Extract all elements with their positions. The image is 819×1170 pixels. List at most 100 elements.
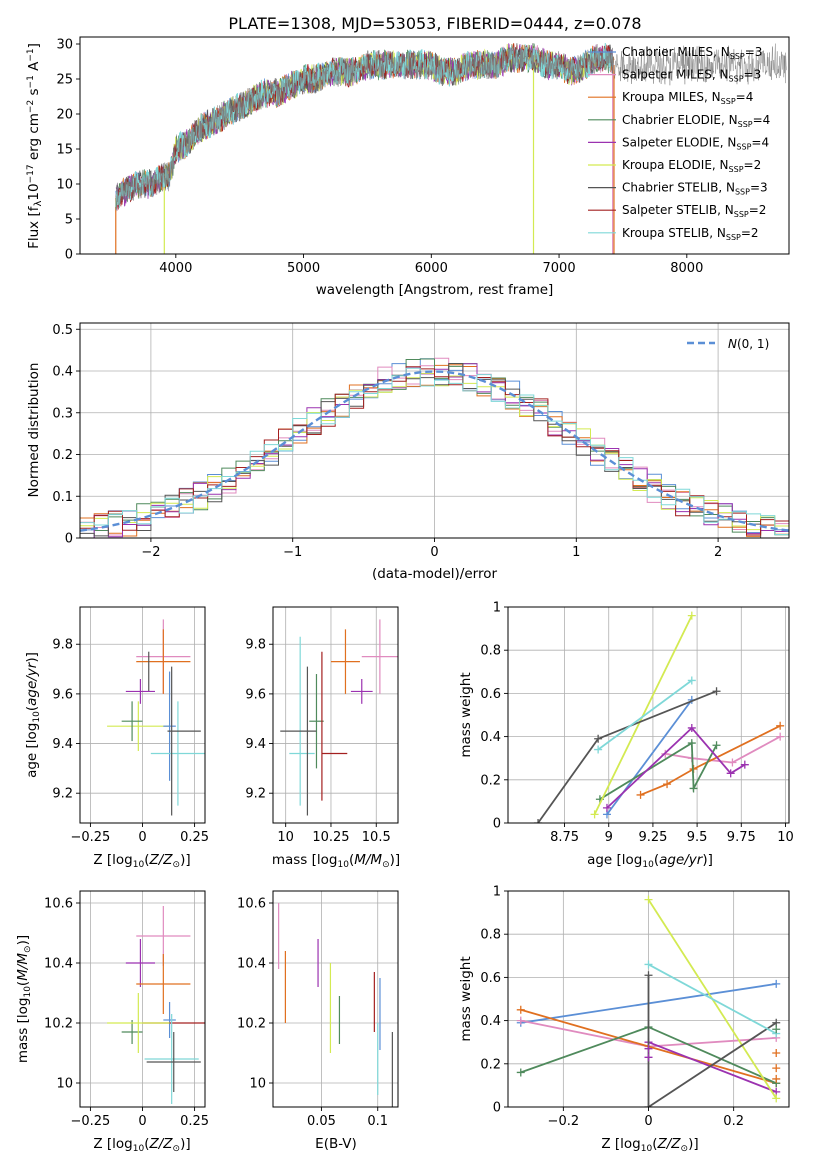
x-axis-label: Z [log10(Z/Z⊙)]	[93, 852, 190, 870]
y-axis-label: Flux [fλ10−17 erg cm−2 s−1 A−1]	[26, 43, 44, 249]
y-axis-label: mass [log10(M/M⊙)]	[15, 935, 33, 1063]
figure-title: PLATE=1308, MJD=53053, FIBERID=0444, z=0…	[228, 14, 641, 33]
x-tick-label: 9.75	[727, 830, 756, 845]
y-tick-label: 0.5	[52, 323, 73, 338]
x-axis-label: wavelength [Angstrom, rest frame]	[316, 282, 554, 298]
x-tick-label: 10	[277, 830, 294, 845]
legend-entry: Chabrier ELODIE, NSSP=4	[622, 113, 770, 129]
y-tick-label: 0	[493, 817, 501, 832]
legend-entry: Salpeter STELIB, NSSP=2	[622, 203, 766, 219]
data-point	[644, 971, 653, 980]
series-chabrier-stelib	[644, 971, 781, 1107]
series-kroupa-stelib	[594, 676, 696, 754]
y-tick-label: 0.4	[52, 365, 73, 380]
y-tick-label: 0	[65, 248, 73, 263]
x-tick-label: 7000	[543, 261, 576, 276]
y-tick-label: 0.8	[480, 928, 501, 943]
y-tick-label: 15	[56, 143, 73, 158]
mass-vs-ebv-panel: 0.05 0.1 10 10.2 10.4 10.6 E(B-V)	[237, 890, 399, 1152]
data-point	[594, 745, 603, 754]
x-tick-label: 0	[644, 1114, 652, 1129]
data-point	[516, 1068, 525, 1077]
series-salpeter-elodie	[602, 723, 749, 812]
y-tick-label: 0.2	[52, 448, 73, 463]
legend-entry: Salpeter ELODIE, NSSP=4	[622, 135, 769, 151]
y-tick-label: 30	[56, 38, 73, 53]
y-axis-label: mass weight	[458, 672, 474, 757]
y-tick-label: 9.8	[52, 638, 73, 653]
data-point	[636, 790, 645, 799]
axes-frame	[79, 36, 790, 255]
x-tick-label: −2	[141, 545, 160, 560]
x-tick-label: −0.25	[70, 1114, 110, 1129]
data-point	[728, 758, 737, 767]
data-point	[687, 723, 696, 732]
x-tick-label: 0.1	[367, 1114, 388, 1129]
errorbar-kroupa-miles	[136, 954, 191, 1014]
data-point	[776, 732, 785, 741]
y-tick-label: 0.4	[480, 1014, 501, 1029]
data-point	[644, 895, 653, 904]
x-tick-label: 6000	[415, 261, 448, 276]
histogram-kroupa-stelib	[80, 367, 789, 538]
y-tick-label: 9.4	[52, 737, 73, 752]
x-axis-label: (data-model)/error	[372, 566, 498, 582]
legend: Chabrier MILES, NSSP=3 Salpeter MILES, NS…	[588, 45, 770, 242]
data-point	[687, 739, 696, 748]
y-tick-label: 10	[56, 178, 73, 193]
legend-entry: Kroupa ELODIE, NSSP=2	[622, 158, 761, 174]
plot-area	[516, 895, 781, 1107]
x-tick-label: 10.5	[362, 830, 391, 845]
legend-entry: Chabrier STELIB, NSSP=3	[622, 181, 768, 197]
plot-area	[107, 619, 205, 816]
data-point	[663, 780, 672, 789]
plot-area	[278, 903, 393, 1107]
y-tick-label: 10.2	[44, 1017, 73, 1032]
y-tick-label: 9.6	[245, 687, 266, 702]
y-axis-label: Normed distribution	[26, 363, 42, 498]
x-axis-label: E(B-V)	[315, 1136, 357, 1152]
y-tick-label: 0.8	[480, 644, 501, 659]
x-tick-label: 0	[430, 545, 438, 560]
x-tick-label: −0.25	[70, 830, 110, 845]
y-tick-label: 9.6	[52, 687, 73, 702]
data-point	[602, 803, 611, 812]
x-axis-label: Z [log10(Z/Z⊙)]	[601, 1136, 698, 1154]
x-tick-label: −1	[283, 545, 302, 560]
y-tick-label: 0.1	[52, 490, 73, 505]
data-point	[772, 1025, 781, 1034]
y-tick-label: 9.2	[52, 787, 73, 802]
x-tick-label: 0	[138, 1114, 146, 1129]
plot-area	[280, 619, 398, 816]
x-tick-label: 1	[572, 545, 580, 560]
data-point	[590, 810, 599, 819]
y-tick-label: 10.4	[44, 957, 73, 972]
y-tick-label: 0.2	[480, 773, 501, 788]
y-tick-label: 0.4	[480, 730, 501, 745]
plot-area	[115, 42, 787, 254]
errorbar-salpeter-elodie	[350, 679, 373, 704]
y-tick-label: 1	[493, 885, 501, 900]
data-point	[772, 979, 781, 988]
age-vs-metallicity-panel: −0.25 0 0.25 9.2 9.4 9.6 9.8 Z [log10(Z/Z⊙)] age…	[24, 606, 209, 870]
y-tick-label: 0.6	[480, 971, 501, 986]
data-point	[687, 611, 696, 620]
data-point	[772, 1064, 781, 1073]
x-tick-label: 8.75	[550, 830, 579, 845]
y-axis-label: mass weight	[458, 956, 474, 1041]
mass-weight-vs-metallicity-panel: −0.2 0 0.2 0 0.2 0.4 0.6 0.8 1 Z [log10(Z/Z⊙)] mas…	[458, 885, 790, 1154]
x-tick-label: 9.25	[638, 830, 667, 845]
y-tick-label: 10	[56, 1077, 73, 1092]
errorbar-chabrier-elodie	[121, 1020, 143, 1044]
y-tick-label: 9.8	[245, 638, 266, 653]
age-vs-mass-panel: 10 10.25 10.5 9.2 9.4 9.6 9.8 mass [log10(M/M⊙)…	[245, 606, 400, 870]
data-point	[644, 1053, 653, 1062]
legend-entry: Kroupa MILES, NSSP=4	[622, 90, 753, 106]
series-kroupa-elodie	[590, 611, 696, 819]
x-tick-label: 9.5	[687, 830, 708, 845]
data-point	[772, 1074, 781, 1083]
x-axis-label: mass [log10(M/M⊙)]	[272, 852, 400, 870]
errorbar-kroupa-elodie	[107, 993, 170, 1053]
mass-weight-vs-age-panel: 8.75 9 9.25 9.5 9.75 10 0 0.2 0.4 0.6 0.8 1 age [log…	[458, 601, 794, 871]
